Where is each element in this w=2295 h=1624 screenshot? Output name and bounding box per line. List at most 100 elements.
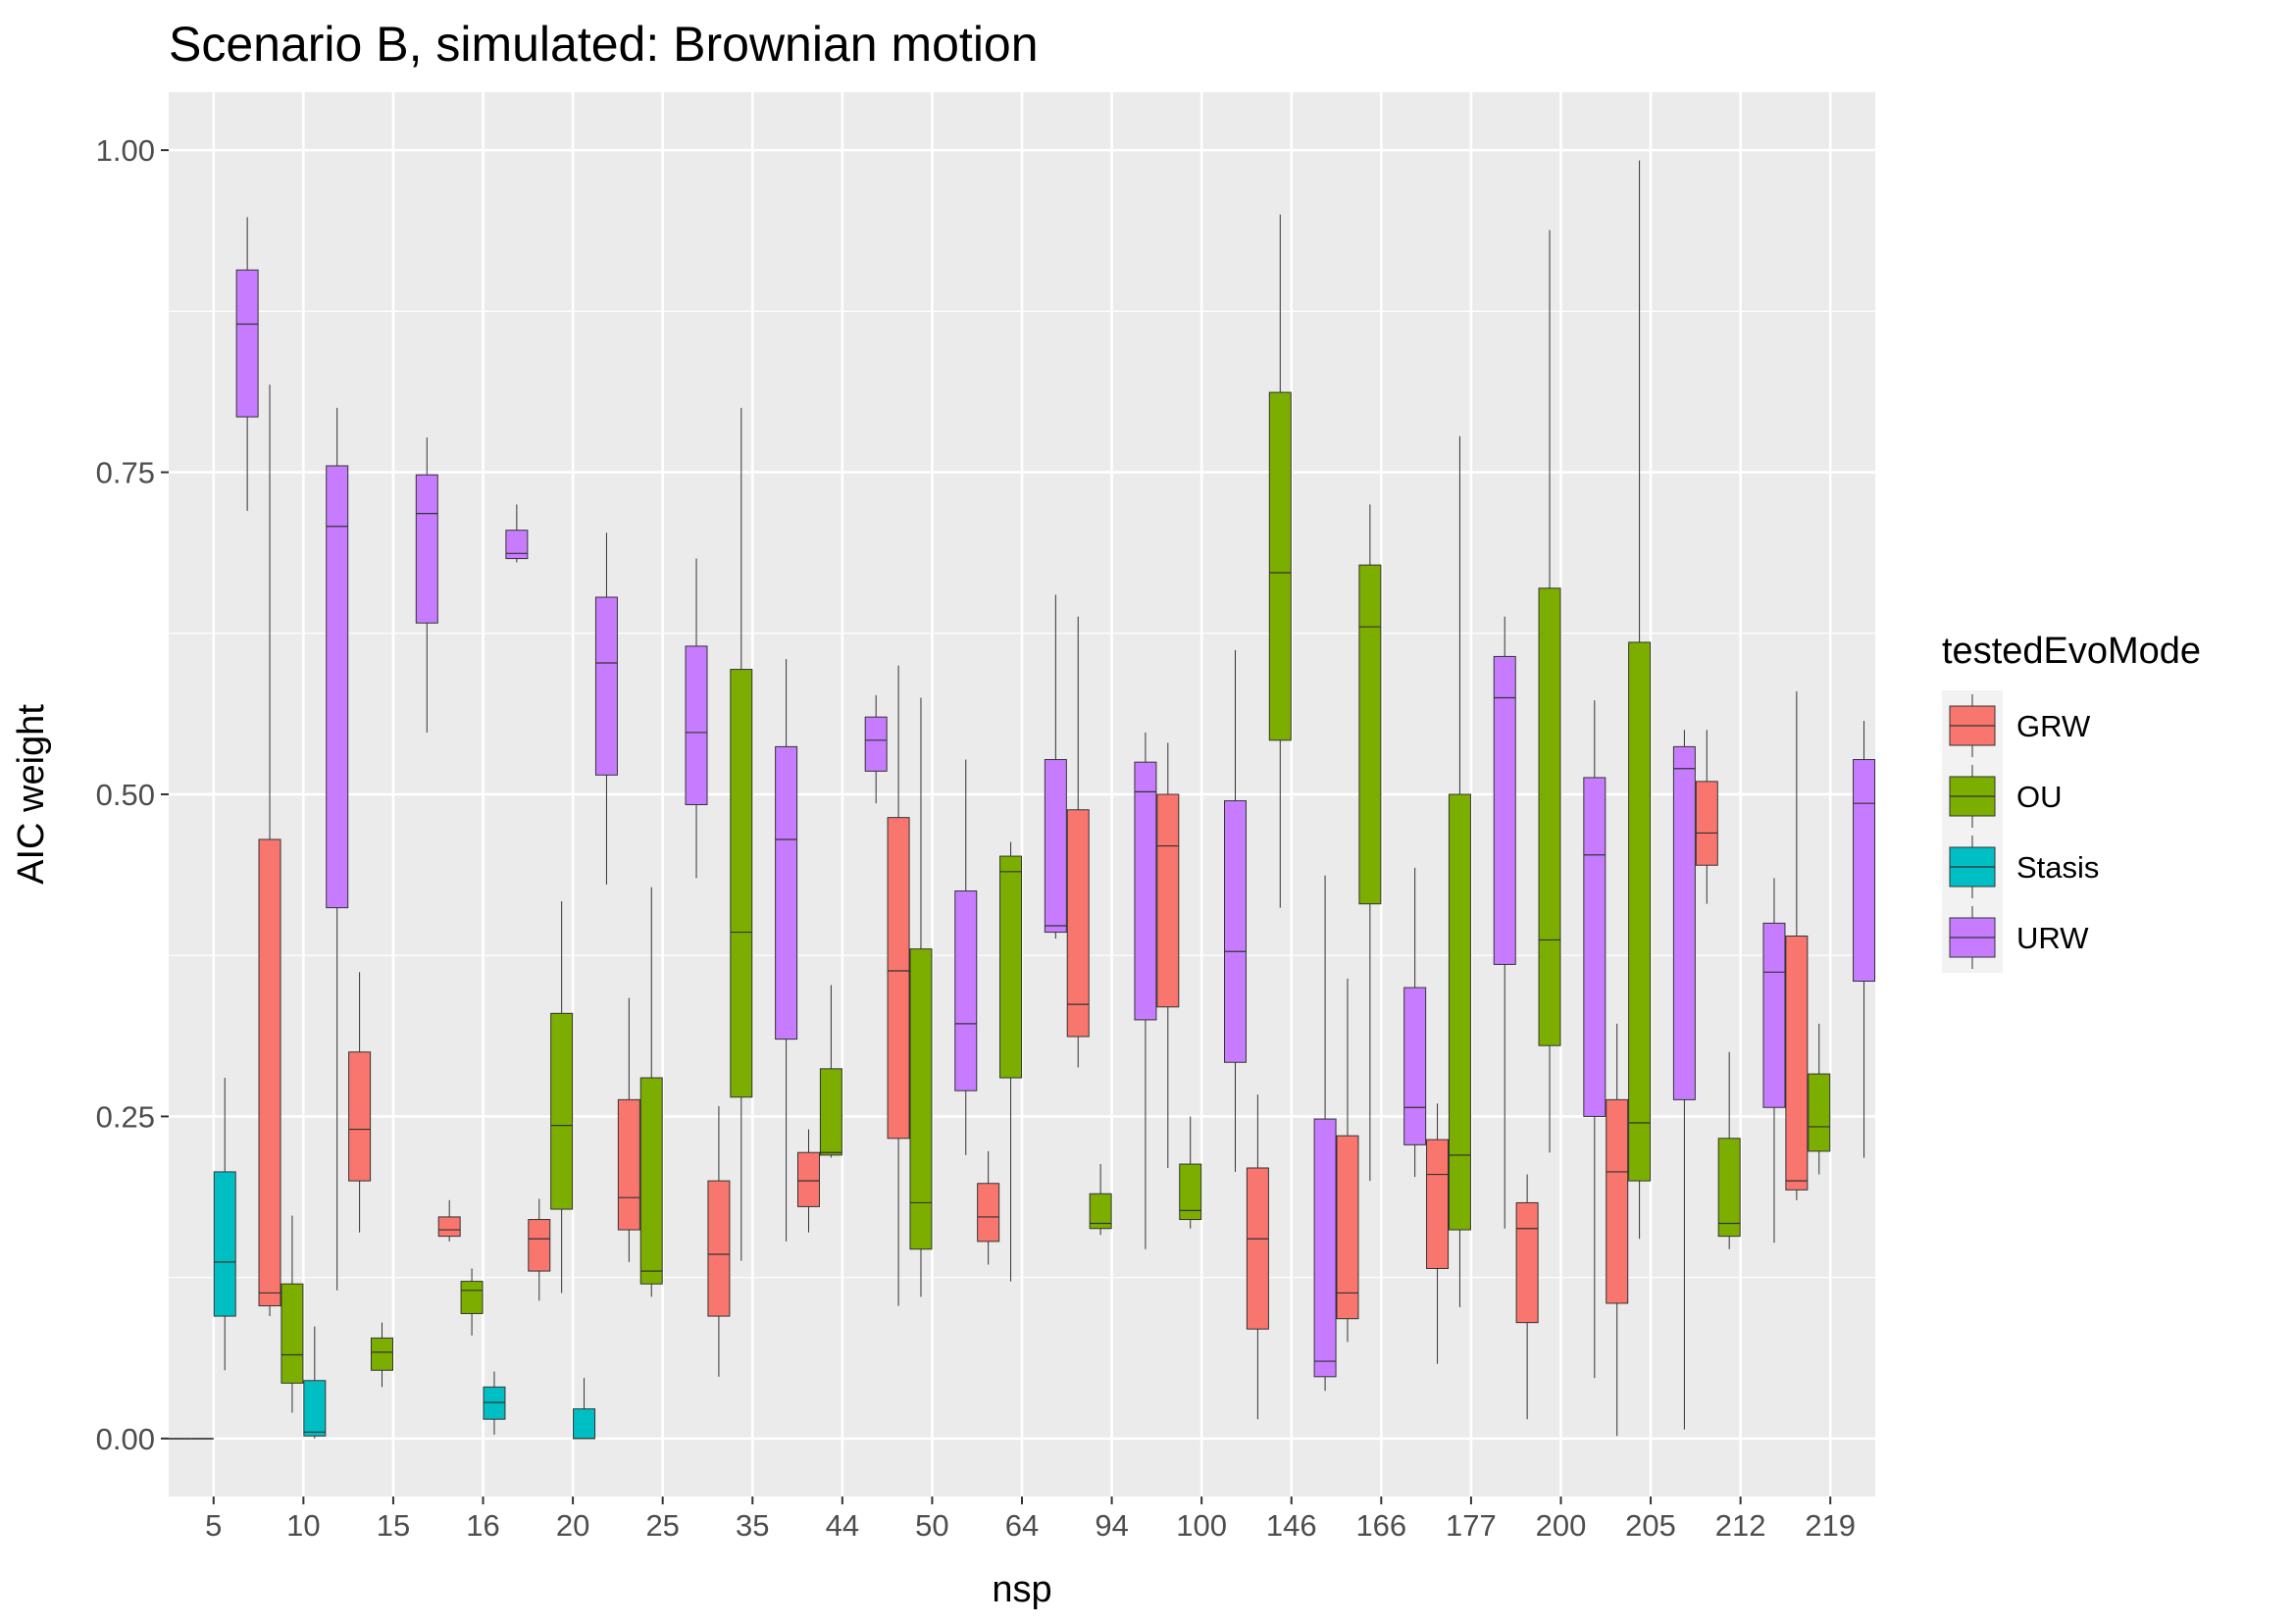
- box-ou-219: [1808, 1023, 1831, 1175]
- box-body: [999, 855, 1023, 1079]
- box-body: [1717, 1138, 1741, 1238]
- x-tick-label: 50: [915, 1508, 948, 1543]
- box-urw-50: [954, 759, 978, 1155]
- box-urw-25: [685, 558, 708, 879]
- box-urw-177: [1493, 616, 1516, 1229]
- box-body: [730, 669, 753, 1098]
- box-ou-44: [819, 985, 842, 1158]
- x-tick-label: 5: [205, 1508, 222, 1543]
- x-tick-label: 100: [1176, 1508, 1227, 1543]
- box-body: [1853, 759, 1876, 982]
- box-body: [887, 817, 910, 1140]
- box-ou-100: [1179, 1116, 1202, 1229]
- box-body: [1606, 1098, 1629, 1304]
- box-grw-10: [258, 384, 281, 1317]
- box-body: [1066, 809, 1090, 1038]
- y-tick-label: 0.25: [96, 1099, 155, 1134]
- box-body: [1224, 800, 1247, 1063]
- y-tick-label: 1.00: [96, 133, 155, 168]
- box-grw-15: [348, 972, 372, 1233]
- box-ou-200: [1538, 229, 1561, 1153]
- legend-label: URW: [2016, 921, 2089, 955]
- box-body: [1089, 1193, 1112, 1230]
- x-axis-title: nsp: [992, 1569, 1051, 1610]
- box-grw-166: [1336, 978, 1359, 1343]
- box-body: [617, 1098, 640, 1231]
- box-stasis-16: [483, 1371, 506, 1435]
- grid-lines: [169, 92, 1875, 1497]
- box-body: [819, 1068, 842, 1156]
- box-body: [977, 1183, 1000, 1243]
- x-tick-label: 16: [466, 1508, 499, 1543]
- x-tick-label: 25: [645, 1508, 679, 1543]
- box-body: [864, 716, 888, 772]
- legend-item-grw: GRW: [1942, 690, 2091, 761]
- x-tick-label: 64: [1005, 1508, 1039, 1543]
- box-body: [1134, 761, 1157, 1021]
- box-body: [1583, 777, 1606, 1117]
- box-urw-20: [594, 533, 618, 885]
- box-ou-5: [190, 1438, 214, 1440]
- box-grw-50: [887, 665, 910, 1306]
- y-tick-label: 0.75: [96, 456, 155, 490]
- box-urw-10: [326, 407, 349, 1291]
- box-body: [1313, 1118, 1337, 1378]
- box-body: [639, 1077, 663, 1285]
- box-body: [415, 474, 438, 624]
- box-urw-94: [1134, 732, 1157, 1249]
- legend-label: Stasis: [2016, 850, 2099, 885]
- x-tick-label: 166: [1355, 1508, 1406, 1543]
- box-body: [1628, 641, 1652, 1182]
- box-urw-15: [415, 437, 438, 733]
- box-grw-44: [797, 1129, 820, 1233]
- box-body: [371, 1337, 393, 1371]
- box-urw-219: [1853, 721, 1876, 1158]
- box-grw-205: [1606, 1023, 1629, 1437]
- box-grw-25: [617, 997, 640, 1262]
- box-body: [954, 890, 978, 1091]
- box-body: [573, 1408, 596, 1440]
- box-ou-146: [1268, 214, 1292, 908]
- box-body: [1538, 587, 1561, 1046]
- box-grw-146: [1246, 1094, 1269, 1420]
- box-urw-200: [1583, 700, 1606, 1379]
- x-tick-label: 94: [1095, 1508, 1128, 1543]
- box-grw-16: [437, 1199, 461, 1242]
- box-body: [594, 596, 618, 776]
- box-body: [550, 1012, 574, 1210]
- box-ou-212: [1717, 1051, 1741, 1249]
- box-body: [1808, 1073, 1831, 1152]
- box-body: [303, 1380, 327, 1437]
- box-urw-16: [505, 504, 529, 563]
- box-body: [1785, 936, 1809, 1191]
- box-grw-94: [1066, 616, 1090, 1068]
- box-body: [213, 1171, 236, 1317]
- box-body: [775, 745, 798, 1040]
- box-ou-20: [550, 901, 574, 1294]
- box-body: [1358, 564, 1382, 905]
- box-body: [1156, 793, 1180, 1008]
- box-stasis-20: [573, 1378, 596, 1440]
- box-body: [685, 645, 708, 806]
- box-body: [797, 1151, 820, 1207]
- box-body: [528, 1219, 551, 1272]
- box-urw-5: [235, 217, 259, 511]
- x-tick-label: 20: [556, 1508, 589, 1543]
- box-body: [1672, 745, 1696, 1100]
- box-body: [326, 465, 349, 909]
- legend-item-ou: OU: [1942, 761, 2063, 832]
- box-body: [483, 1386, 506, 1420]
- y-axis-title: AIC weight: [11, 704, 52, 885]
- box-urw-44: [864, 694, 888, 804]
- box-ou-16: [460, 1268, 484, 1336]
- x-tick-label: 205: [1625, 1508, 1676, 1543]
- box-body: [1403, 987, 1427, 1145]
- box-grw-64: [977, 1150, 1000, 1265]
- legend-item-stasis: Stasis: [1942, 832, 2099, 902]
- y-axis: 0.00 0.25 0.50 0.75 1.00: [96, 133, 169, 1456]
- box-urw-100: [1224, 649, 1247, 1172]
- box-ou-205: [1628, 160, 1652, 1240]
- box-body: [235, 269, 259, 418]
- box-ou-10: [280, 1215, 304, 1413]
